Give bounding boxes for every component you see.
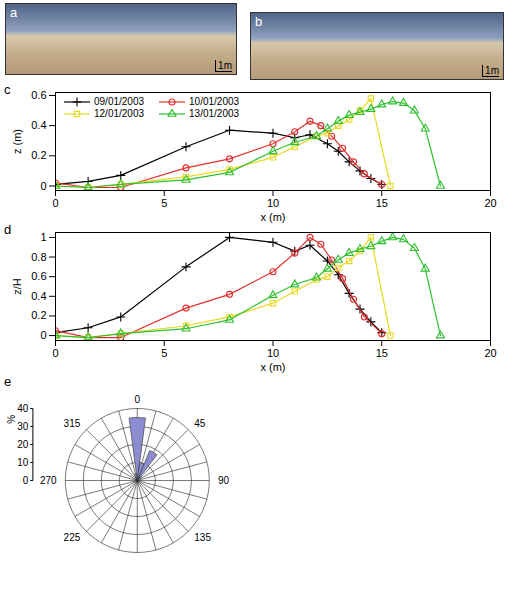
html-text:1m: 1m xyxy=(218,60,232,71)
svg-text:10: 10 xyxy=(267,347,279,359)
svg-text:0: 0 xyxy=(52,347,58,359)
svg-text:%: % xyxy=(6,415,17,424)
svg-text:0.6: 0.6 xyxy=(31,89,46,101)
svg-text:0: 0 xyxy=(23,475,29,486)
svg-text:0.4: 0.4 xyxy=(31,119,46,131)
svg-text:270: 270 xyxy=(40,475,57,486)
html-text:b: b xyxy=(255,14,263,29)
svg-text:20: 20 xyxy=(17,439,29,450)
html-text:d: d xyxy=(4,222,12,237)
html-text:c: c xyxy=(4,82,11,97)
svg-text:5: 5 xyxy=(161,347,167,359)
svg-text:5: 5 xyxy=(161,197,167,209)
svg-text:30: 30 xyxy=(17,421,29,432)
svg-text:0.2: 0.2 xyxy=(31,309,46,321)
svg-text:15: 15 xyxy=(376,197,388,209)
svg-text:1: 1 xyxy=(40,231,46,243)
svg-text:10: 10 xyxy=(267,197,279,209)
html-text:13/01/2003: 13/01/2003 xyxy=(189,108,240,119)
svg-text:45: 45 xyxy=(194,418,206,429)
svg-text:x (m): x (m) xyxy=(260,211,285,223)
html-text:09/01/2003: 09/01/2003 xyxy=(94,96,145,107)
svg-text:20: 20 xyxy=(484,197,496,209)
svg-text:0.8: 0.8 xyxy=(31,251,46,263)
svg-text:0: 0 xyxy=(40,329,46,341)
html-text:e: e xyxy=(4,374,12,389)
svg-text:z (m): z (m) xyxy=(11,129,23,154)
svg-text:225: 225 xyxy=(64,532,81,543)
svg-text:0: 0 xyxy=(135,394,141,405)
svg-text:0.6: 0.6 xyxy=(31,270,46,282)
svg-text:40: 40 xyxy=(17,403,29,414)
svg-text:0.4: 0.4 xyxy=(31,290,46,302)
html-text:10/01/2003: 10/01/2003 xyxy=(189,96,240,107)
svg-text:135: 135 xyxy=(194,532,211,543)
svg-text:0.2: 0.2 xyxy=(31,149,46,161)
svg-text:z/H: z/H xyxy=(11,278,23,295)
svg-text:0: 0 xyxy=(40,179,46,191)
svg-text:15: 15 xyxy=(376,347,388,359)
html-text:12/01/2003: 12/01/2003 xyxy=(94,108,145,119)
svg-text:20: 20 xyxy=(484,347,496,359)
html-text:a: a xyxy=(10,5,18,20)
svg-text:90: 90 xyxy=(218,475,230,486)
svg-text:x (m): x (m) xyxy=(260,361,285,373)
svg-text:10: 10 xyxy=(17,457,29,468)
html-text:1m: 1m xyxy=(485,65,499,76)
svg-text:0: 0 xyxy=(52,197,58,209)
svg-text:315: 315 xyxy=(64,418,81,429)
